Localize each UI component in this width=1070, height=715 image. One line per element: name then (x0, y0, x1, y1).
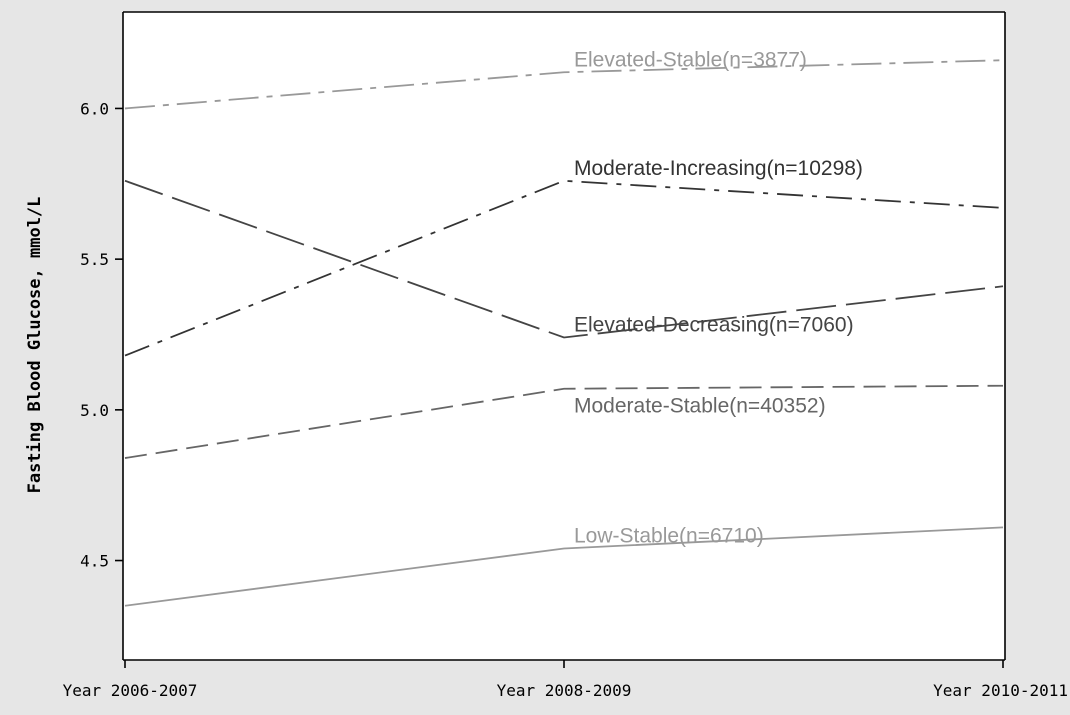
series-line (124, 384, 1004, 459)
y-axis-ticks: 4.5 5.0 5.5 6.0 (80, 99, 123, 571)
plot-area (123, 12, 1005, 660)
y-tick-label: 5.0 (80, 401, 109, 420)
x-axis-ticks: Year 2006-2007 Year 2008-2009 Year 2010-20… (63, 660, 1068, 700)
series-label: Moderate-Stable(n=40352) (574, 395, 826, 418)
series-line (124, 179, 1004, 339)
x-tick-label: Year 2010-2011 (933, 681, 1068, 700)
series-label: Elevated-Stable(n=3877) (574, 48, 807, 71)
x-tick-label: Year 2008-2009 (497, 681, 632, 700)
series-line (124, 59, 1004, 110)
y-tick-label: 6.0 (80, 99, 109, 118)
y-axis-label: Fasting Blood Glucose, mmol/L (25, 197, 45, 494)
y-tick-label: 4.5 (80, 552, 109, 571)
series-label: Moderate-Increasing(n=10298) (574, 157, 863, 180)
y-tick-label: 5.5 (80, 250, 109, 269)
series-label: Elevated-Decreasing(n=7060) (574, 314, 854, 337)
series-layer (124, 59, 1004, 607)
series-label: Low-Stable(n=6710) (574, 524, 764, 547)
x-tick-label: Year 2006-2007 (63, 681, 198, 700)
series-line (124, 179, 1004, 357)
series-line (124, 526, 1004, 607)
series-labels: Elevated-Stable(n=3877) Moderate-Increasi… (574, 48, 863, 547)
